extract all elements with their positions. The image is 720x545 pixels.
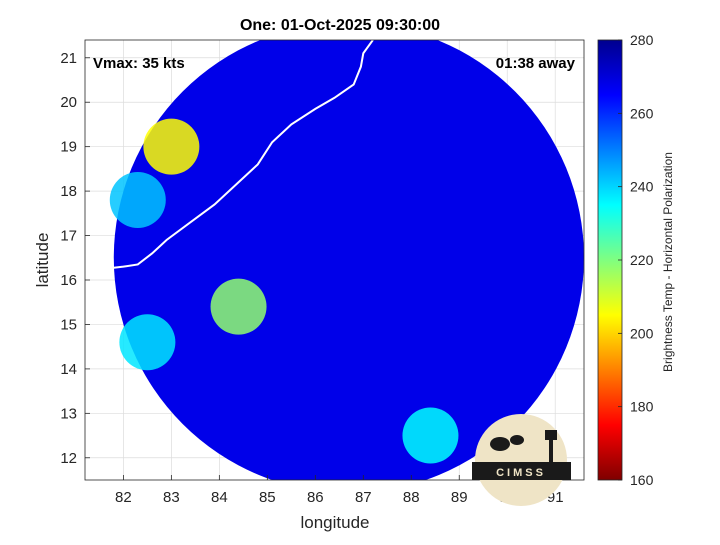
time-offset-annotation: 01:38 away bbox=[496, 55, 576, 72]
feature-northwest-cell bbox=[143, 118, 200, 175]
cimss-logo: CIMSS bbox=[472, 414, 571, 506]
logo-tower-leg bbox=[549, 440, 553, 462]
colorbar-tick-label: 280 bbox=[630, 32, 654, 48]
x-tick-label: 85 bbox=[259, 489, 276, 506]
y-tick-label: 15 bbox=[60, 316, 77, 333]
x-tick-label: 86 bbox=[307, 489, 324, 506]
colorbar-tick-label: 240 bbox=[630, 179, 654, 195]
y-axis-ticks: 12 13 14 15 16 17 18 19 20 21 bbox=[60, 50, 90, 467]
y-tick-label: 17 bbox=[60, 228, 77, 245]
y-tick-label: 16 bbox=[60, 272, 77, 289]
y-tick-label: 18 bbox=[60, 183, 77, 200]
colorbar-tick-label: 180 bbox=[630, 399, 654, 415]
vmax-annotation: Vmax: 35 kts bbox=[93, 55, 185, 72]
y-tick-label: 21 bbox=[60, 50, 77, 67]
chart-title: One: 01-Oct-2025 09:30:00 bbox=[240, 17, 440, 34]
x-tick-label: 87 bbox=[355, 489, 372, 506]
swath-disc bbox=[113, 40, 584, 480]
colorbar-tick-label: 160 bbox=[630, 472, 654, 488]
x-tick-label: 83 bbox=[163, 489, 180, 506]
y-tick-label: 20 bbox=[60, 94, 77, 111]
colorbar-tick-label: 220 bbox=[630, 252, 654, 268]
feature-coastal-band bbox=[109, 172, 166, 228]
feature-southeast-cell bbox=[402, 407, 459, 464]
feature-convection-core bbox=[210, 278, 267, 335]
swath-layer bbox=[85, 40, 584, 480]
y-tick-label: 12 bbox=[60, 450, 77, 467]
logo-text: CIMSS bbox=[496, 467, 546, 479]
logo-dish-icon-small bbox=[510, 435, 524, 445]
x-tick-label: 89 bbox=[451, 489, 468, 506]
coastline bbox=[85, 40, 374, 277]
convection-features bbox=[109, 118, 459, 464]
colorbar-tick-label: 200 bbox=[630, 325, 654, 341]
x-axis-ticks: 82838485868788899091 bbox=[115, 475, 564, 506]
y-tick-label: 14 bbox=[60, 361, 77, 378]
axes-frame bbox=[84, 39, 585, 481]
y-axis-label: latitude bbox=[33, 233, 52, 288]
y-tick-label: 13 bbox=[60, 405, 77, 422]
x-tick-label: 82 bbox=[115, 489, 132, 506]
logo-background bbox=[475, 414, 567, 506]
x-tick-label: 84 bbox=[211, 489, 228, 506]
y-tick-label: 19 bbox=[60, 139, 77, 156]
colorbar-label: Brightness Temp - Horizontal Polarizatio… bbox=[661, 152, 675, 372]
x-tick-label: 88 bbox=[403, 489, 420, 506]
colorbar-tick-label: 260 bbox=[630, 105, 654, 121]
colorbar-ticks: 160 180 200 220 240 260 280 bbox=[618, 32, 654, 488]
feature-rainband-west bbox=[119, 314, 176, 371]
logo-dish-icon bbox=[490, 437, 510, 451]
logo-banner bbox=[472, 462, 571, 480]
x-axis-label: longitude bbox=[300, 513, 369, 532]
logo-tower-icon bbox=[545, 430, 557, 440]
